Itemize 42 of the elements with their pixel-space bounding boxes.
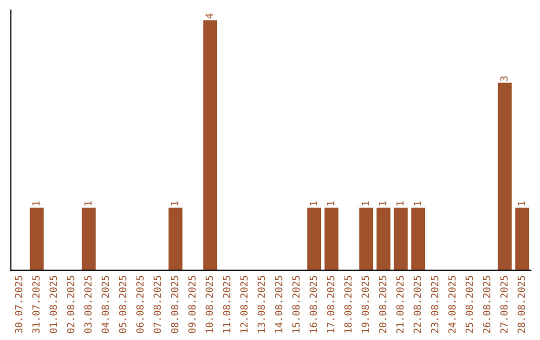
x-tick-label: 08.08.2025	[170, 276, 178, 334]
x-tick-label: 04.08.2025	[102, 276, 109, 334]
x-tick-label: 25.08.2025	[466, 276, 473, 333]
x-tick-label: 14.08.2025	[274, 276, 282, 333]
x-tick-label: 20.08.2025	[378, 276, 386, 333]
x-tick-label: 10.08.2025	[206, 276, 213, 333]
x-tick-label: 22.08.2025	[414, 276, 421, 333]
x-tick-label: 11.08.2025	[222, 276, 230, 333]
x-tick-label: 19.08.2025	[362, 276, 369, 333]
x-tick-label: 09.08.2025	[188, 276, 196, 334]
x-tick-label: 28.08.2025	[518, 276, 525, 333]
data-label: 4	[206, 14, 213, 18]
x-tick-label: 24.08.2025	[448, 276, 456, 333]
data-label: 1	[379, 201, 386, 206]
x-tick-label: 30.07.2025	[14, 276, 22, 334]
data-label: 1	[171, 201, 178, 206]
x-tick-label: 03.08.2025	[84, 276, 92, 334]
x-tick-label: 02.08.2025	[66, 276, 74, 334]
x-tick-label: 18.08.2025	[344, 276, 352, 333]
data-label: 1	[327, 201, 334, 206]
x-tick-label: 23.08.2025	[430, 276, 438, 333]
x-tick-label: 13.08.2025	[258, 276, 265, 333]
data-label: 1	[362, 201, 369, 206]
x-tick-label: 27.08.2025	[500, 276, 508, 333]
data-label: 1	[32, 201, 40, 206]
x-tick-label: 01.08.2025	[50, 276, 57, 334]
x-tick-label: 15.08.2025	[292, 276, 300, 333]
data-label: 3	[500, 76, 508, 81]
x-tick-label: 16.08.2025	[310, 276, 317, 333]
data-label: 1	[414, 201, 421, 206]
data-label: 1	[396, 201, 404, 206]
data-label: 1	[518, 201, 525, 206]
x-tick-label: 07.08.2025	[154, 276, 161, 334]
x-tick-label: 12.08.2025	[240, 276, 248, 333]
x-tick-label: 31.07.2025	[32, 276, 40, 334]
data-label: 1	[310, 201, 317, 206]
data-label: 1	[84, 201, 92, 206]
x-tick-label: 26.08.2025	[482, 276, 490, 333]
x-tick-label: 06.08.2025	[136, 276, 144, 334]
x-tick-label: 05.08.2025	[118, 276, 126, 334]
x-tick-label: 17.08.2025	[326, 276, 334, 333]
x-tick-label: 21.08.2025	[396, 276, 404, 333]
